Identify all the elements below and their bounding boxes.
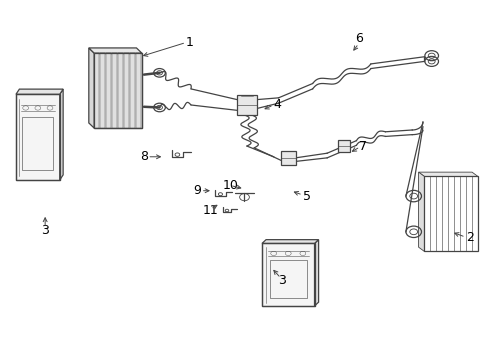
Bar (22, 117, 53, 170)
Bar (262, 243, 314, 306)
Polygon shape (418, 172, 424, 251)
Bar (269, 260, 306, 298)
Bar (118, 53, 122, 128)
Text: 8: 8 (140, 150, 148, 163)
Bar (337, 140, 349, 152)
Text: 11: 11 (203, 204, 219, 217)
Text: 5: 5 (302, 190, 310, 203)
Bar (16, 94, 60, 180)
Polygon shape (89, 48, 142, 53)
Text: 2: 2 (465, 231, 473, 244)
Bar (130, 53, 134, 128)
Bar (424, 176, 477, 251)
Text: 10: 10 (222, 179, 238, 192)
Polygon shape (262, 240, 318, 243)
Text: 3: 3 (278, 274, 286, 287)
Bar (16, 94, 60, 180)
Bar (124, 53, 128, 128)
Bar (136, 53, 141, 128)
Polygon shape (60, 89, 63, 180)
Bar (106, 53, 111, 128)
Bar (281, 151, 295, 165)
Text: 9: 9 (193, 184, 201, 197)
Text: 3: 3 (41, 224, 49, 237)
Bar (262, 243, 314, 306)
Polygon shape (418, 172, 477, 176)
Bar (94, 53, 142, 128)
Bar (237, 95, 256, 115)
Bar (94, 53, 142, 128)
Text: 6: 6 (354, 32, 362, 45)
Text: 7: 7 (358, 140, 366, 153)
Bar (94, 53, 99, 128)
Polygon shape (314, 240, 318, 306)
Bar (112, 53, 117, 128)
Text: 1: 1 (186, 36, 194, 49)
Polygon shape (89, 48, 94, 128)
Text: 4: 4 (273, 99, 281, 112)
Bar (100, 53, 105, 128)
Polygon shape (16, 89, 63, 94)
